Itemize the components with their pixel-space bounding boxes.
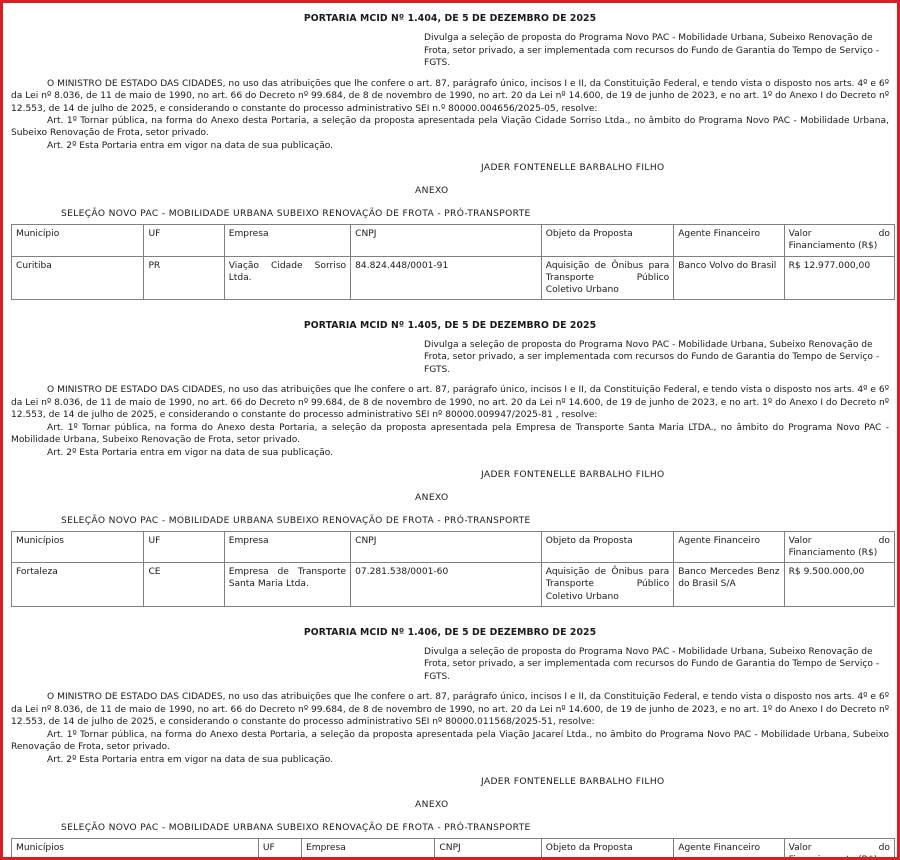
preamble-paragraph: O MINISTRO DE ESTADO DAS CIDADES, no uso…: [11, 78, 889, 115]
article-1-paragraph: Art. 1º Tornar pública, na forma do Anex…: [11, 729, 889, 754]
column-header-empresa: Empresa: [300, 838, 436, 857]
column-header-municipios: Municípios: [10, 531, 145, 564]
act-title: PORTARIA MCID Nº 1.405, DE 5 DE DEZEMBRO…: [303, 319, 597, 331]
portaria-section-1406: PORTARIA MCID Nº 1.406, DE 5 DE DEZEMBRO…: [11, 626, 896, 857]
article-1-text: Art. 1º Tornar pública, na forma do Anex…: [11, 729, 889, 753]
section-gap: [11, 300, 889, 314]
column-header-objeto: Objeto da Proposta: [540, 531, 675, 564]
ementa-text: Divulga a seleção de proposta do Program…: [424, 646, 880, 682]
column-header-uf: UF: [143, 224, 225, 257]
portaria-section-1404: PORTARIA MCID Nº 1.404, DE 5 DE DEZEMBRO…: [10, 13, 896, 300]
anexo-label: ANEXO: [415, 186, 449, 197]
preamble-paragraph: O MINISTRO DE ESTADO DAS CIDADES, no uso…: [11, 691, 889, 728]
cell-cnpj: 84.824.448/0001-91: [350, 255, 542, 300]
table-header-row: Municípios UF Empresa CNPJ Objeto da Pro…: [11, 838, 896, 857]
article-2-text: Art. 2º Esta Portaria entra em vigor na …: [47, 447, 334, 458]
table-header-row: Municípios UF Empresa CNPJ Objeto da Pro…: [10, 531, 896, 564]
ementa-wrapper: Divulga a seleção de proposta do Program…: [11, 339, 889, 377]
article-2-paragraph: Art. 2º Esta Portaria entra em vigor na …: [11, 447, 889, 459]
column-header-valor-financiamento: Valor do Financiamento (R$): [783, 838, 896, 857]
cell-objeto: Aquisição de Ônibus para Transporte Públ…: [540, 562, 675, 607]
anexo-table: Município UF Empresa CNPJ Objeto da Prop…: [10, 224, 896, 300]
column-header-empresa: Empresa: [223, 531, 352, 564]
article-2-paragraph: Art. 2º Esta Portaria entra em vigor na …: [11, 140, 889, 152]
article-1-text: Art. 1º Tornar pública, na forma do Anex…: [11, 116, 889, 139]
column-header-municipios: Municípios: [11, 838, 259, 857]
anexo-table: Municípios UF Empresa CNPJ Objeto da Pro…: [11, 838, 896, 857]
signatory-name: JADER FONTENELLE BARBALHO FILHO: [481, 163, 665, 174]
cell-agente-financeiro: Banco Volvo do Brasil: [673, 255, 785, 300]
preamble-paragraph: O MINISTRO DE ESTADO DAS CIDADES, no uso…: [11, 384, 889, 421]
portaria-section-1405: PORTARIA MCID Nº 1.405, DE 5 DE DEZEMBRO…: [10, 319, 896, 607]
column-header-uf: UF: [257, 838, 302, 857]
cell-uf: PR: [143, 255, 225, 300]
preamble-text: O MINISTRO DE ESTADO DAS CIDADES, no uso…: [11, 385, 889, 421]
column-header-agente-financeiro: Agente Financeiro: [673, 838, 785, 857]
anexo-subtitle: SELEÇÃO NOVO PAC - MOBILIDADE URBANA SUB…: [61, 209, 531, 220]
anexo-label: ANEXO: [415, 800, 449, 811]
table-header-row: Município UF Empresa CNPJ Objeto da Prop…: [10, 224, 896, 257]
cell-empresa: Empresa de Transporte Santa Maria Ltda.: [223, 562, 352, 607]
article-1-paragraph: Art. 1º Tornar pública, na forma do Anex…: [11, 422, 889, 447]
cell-valor-financiamento: R$ 12.977.000,00: [783, 255, 896, 300]
document-body: PORTARIA MCID Nº 1.404, DE 5 DE DEZEMBRO…: [3, 3, 897, 857]
column-header-empresa: Empresa: [223, 224, 352, 257]
column-header-cnpj: CNPJ: [434, 838, 542, 857]
article-2-paragraph: Art. 2º Esta Portaria entra em vigor na …: [11, 754, 889, 766]
act-body: O MINISTRO DE ESTADO DAS CIDADES, no uso…: [11, 691, 889, 766]
cell-agente-financeiro: Banco Mercedes Benz do Brasil S/A: [673, 562, 785, 607]
column-header-objeto: Objeto da Proposta: [540, 224, 675, 257]
preamble-text: O MINISTRO DE ESTADO DAS CIDADES, no uso…: [11, 78, 889, 114]
article-1-text: Art. 1º Tornar pública, na forma do Anex…: [11, 422, 889, 446]
column-header-uf: UF: [143, 531, 225, 564]
article-1-paragraph: Art. 1º Tornar pública, na forma do Anex…: [11, 115, 889, 140]
column-header-municipio: Município: [10, 224, 145, 257]
cell-valor-financiamento: R$ 9.500.000,00: [783, 562, 896, 607]
column-header-agente-financeiro: Agente Financeiro: [673, 224, 785, 257]
act-body: O MINISTRO DE ESTADO DAS CIDADES, no uso…: [11, 78, 889, 153]
ementa-text: Divulga a seleção de proposta do Program…: [424, 339, 880, 375]
signatory-name: JADER FONTENELLE BARBALHO FILHO: [481, 777, 665, 788]
anexo-label: ANEXO: [415, 493, 449, 504]
table-row: Fortaleza CE Empresa de Transporte Santa…: [10, 562, 896, 607]
article-2-text: Art. 2º Esta Portaria entra em vigor na …: [47, 140, 334, 151]
act-body: O MINISTRO DE ESTADO DAS CIDADES, no uso…: [11, 384, 889, 459]
column-header-valor-financiamento: Valor do Financiamento (R$): [783, 531, 896, 564]
section-gap: [11, 607, 889, 621]
act-title: PORTARIA MCID Nº 1.404, DE 5 DE DEZEMBRO…: [303, 13, 597, 24]
column-header-cnpj: CNPJ: [350, 531, 542, 564]
column-header-valor-financiamento: Valor do Financiamento (R$): [783, 224, 896, 257]
column-header-agente-financeiro: Agente Financeiro: [673, 531, 785, 564]
anexo-subtitle: SELEÇÃO NOVO PAC - MOBILIDADE URBANA SUB…: [61, 516, 531, 527]
anexo-subtitle: SELEÇÃO NOVO PAC - MOBILIDADE URBANA SUB…: [61, 823, 531, 834]
act-title: PORTARIA MCID Nº 1.406, DE 5 DE DEZEMBRO…: [303, 626, 597, 638]
article-2-text: Art. 2º Esta Portaria entra em vigor na …: [47, 754, 334, 765]
column-header-cnpj: CNPJ: [350, 224, 542, 257]
cell-empresa: Viação Cidade Sorriso Ltda.: [223, 255, 352, 300]
cell-municipio: Curitiba: [10, 255, 145, 300]
cell-uf: CE: [143, 562, 225, 607]
cell-municipios: Fortaleza: [10, 562, 145, 607]
column-header-objeto: Objeto da Proposta: [540, 838, 675, 857]
ementa-wrapper: Divulga a seleção de proposta do Program…: [11, 646, 889, 684]
cell-cnpj: 07.281.538/0001-60: [350, 562, 542, 607]
signatory-name: JADER FONTENELLE BARBALHO FILHO: [481, 470, 665, 481]
table-row: Curitiba PR Viação Cidade Sorriso Ltda. …: [10, 255, 896, 300]
anexo-table: Municípios UF Empresa CNPJ Objeto da Pro…: [10, 531, 896, 607]
cell-objeto: Aquisição de Ônibus para Transporte Públ…: [540, 255, 675, 300]
ementa-wrapper: Divulga a seleção de proposta do Program…: [11, 32, 889, 70]
ementa-text: Divulga a seleção de proposta do Program…: [424, 33, 880, 69]
preamble-text: O MINISTRO DE ESTADO DAS CIDADES, no uso…: [11, 692, 889, 728]
